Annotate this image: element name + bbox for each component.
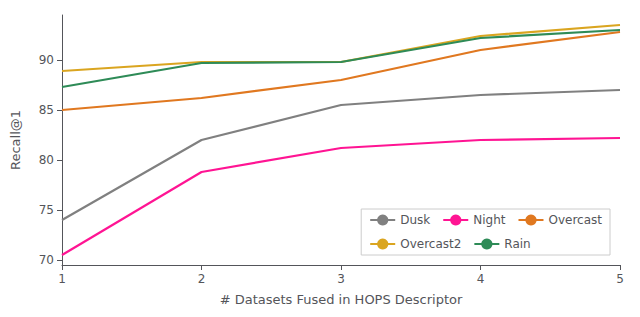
svg-text:2: 2 <box>198 272 206 286</box>
svg-text:5: 5 <box>616 272 624 286</box>
svg-text:Dusk: Dusk <box>400 213 430 227</box>
svg-text:75: 75 <box>39 203 54 217</box>
svg-text:3: 3 <box>337 272 345 286</box>
svg-text:90: 90 <box>39 53 54 67</box>
svg-text:Overcast2: Overcast2 <box>400 237 461 251</box>
svg-text:4: 4 <box>477 272 485 286</box>
svg-text:70: 70 <box>39 253 54 267</box>
svg-text:Recall@1: Recall@1 <box>8 110 23 170</box>
svg-text:Overcast: Overcast <box>548 213 602 227</box>
svg-text:80: 80 <box>39 153 54 167</box>
svg-text:# Datasets Fused in HOPS Descr: # Datasets Fused in HOPS Descriptor <box>220 292 463 307</box>
svg-text:Night: Night <box>473 213 506 227</box>
svg-text:85: 85 <box>39 103 54 117</box>
svg-text:Rain: Rain <box>504 237 530 251</box>
svg-text:1: 1 <box>58 272 66 286</box>
